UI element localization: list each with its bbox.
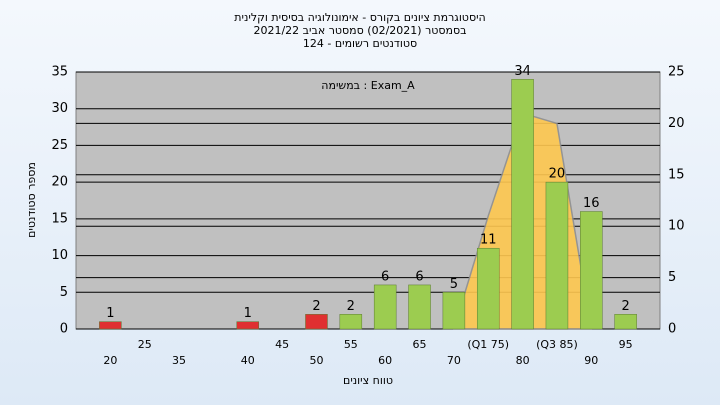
x-tick-label: 60 [378,354,392,367]
x-tick-label: 55 [344,338,358,351]
data-label: 11 [480,233,497,248]
bar [408,284,431,330]
chart-subtitle: סטודנטים רשומים - 124 [303,37,417,50]
y-tick-label: 25 [51,138,68,153]
bar [373,284,397,330]
x-tick-label: 35 [172,354,186,367]
x-tick-label: (Q3 85) [536,338,578,351]
y2-tick-label: 5 [668,270,676,285]
x-tick-label: 40 [241,354,255,367]
y-axis-label: מספר סטודנטים [25,162,38,238]
bar [476,247,500,330]
bar [99,321,122,330]
x-tick-label: 95 [619,338,633,351]
x-tick-label: 70 [447,354,461,367]
data-label: 6 [381,269,389,284]
bar [545,181,569,330]
y-tick-label: 20 [51,175,68,190]
x-tick-label: 50 [309,354,323,367]
data-label: 5 [450,277,458,292]
data-label: 6 [415,269,423,284]
data-label: 2 [622,299,630,314]
data-label: 20 [549,167,566,182]
x-tick-label: 80 [516,354,530,367]
chart-title: היסטוגרמת ציונים בקורס - אימונולוגיה בסי… [234,11,485,24]
x-axis-label: טווח ציונים [343,374,393,387]
annotation: Exam_A : במשימה [321,79,415,92]
x-tick-label: 45 [275,338,289,351]
y-tick-label: 0 [60,322,68,337]
y2-tick-label: 10 [668,219,685,234]
bar [442,292,466,330]
bar [511,79,534,330]
x-tick-label: 90 [584,354,598,367]
data-label: 1 [244,306,252,321]
bar [236,321,260,330]
data-label: 1 [106,306,114,321]
y2-tick-label: 0 [668,322,676,337]
data-label: 2 [347,299,355,314]
x-tick-label: 25 [138,338,152,351]
bar [305,314,328,330]
bar [614,314,637,330]
y2-tick-label: 20 [668,116,685,131]
x-tick-label: 65 [413,338,427,351]
y-tick-label: 5 [60,285,68,300]
bar [580,211,603,330]
x-tick-label: (Q1 75) [467,338,509,351]
y-tick-label: 15 [51,211,68,226]
data-label: 16 [583,196,600,211]
y2-tick-label: 15 [668,167,685,182]
data-label: 2 [312,299,320,314]
data-label: 34 [514,64,531,79]
y-tick-label: 35 [51,65,68,80]
y2-tick-label: 25 [668,65,685,80]
y-tick-label: 10 [51,248,68,263]
x-tick-label: 20 [103,354,117,367]
chart-subtitle: בסמסטר (02/2021) סמסטר אביב 2021/22 [253,24,466,37]
y-tick-label: 30 [51,101,68,116]
bar [339,314,363,330]
